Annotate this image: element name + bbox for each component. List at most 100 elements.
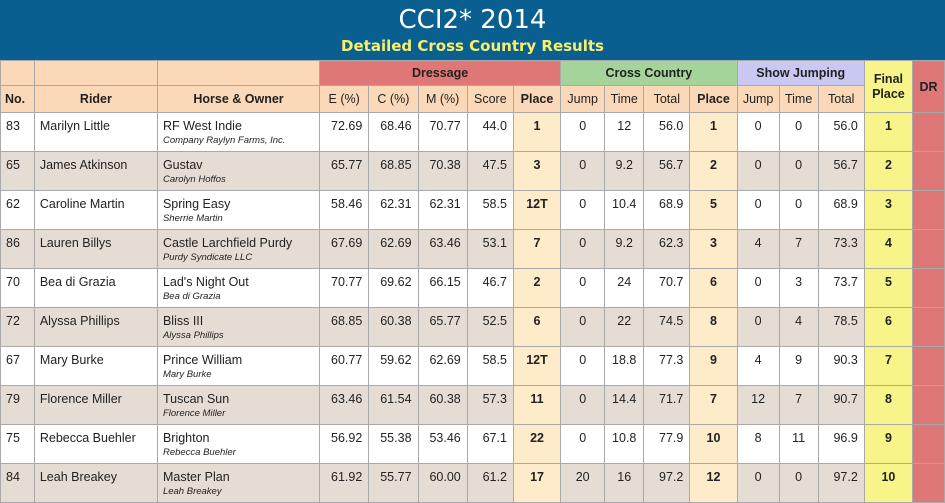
cell-xc-time: 9.2 [604,151,645,191]
owner-name: Bea di Grazia [162,291,221,302]
cell-dr [912,385,945,425]
cell-xc-time: 10.4 [604,190,645,230]
cell-final-place: 7 [863,346,914,386]
horse-name: Brighton [162,431,210,445]
cell-dressage-score: 53.1 [466,229,514,269]
col-header-m: M (%) [417,85,468,113]
col-header-e: E (%) [319,85,370,113]
cell-sj-jump: 0 [736,112,780,152]
page-banner: CCI2* 2014 Detailed Cross Country Result… [0,0,945,60]
cell-c-percent: 59.62 [368,346,419,386]
cell-dressage-score: 47.5 [466,151,514,191]
cell-dr [912,151,945,191]
header-spacer [0,60,35,86]
cell-xc-jump: 20 [560,463,606,503]
cell-xc-total: 62.3 [643,229,691,269]
table-row: 79 Florence Miller Tuscan Sun Florence Mill… [0,385,945,425]
cell-e-percent: 72.69 [319,112,370,152]
cell-m-percent: 70.38 [417,151,468,191]
cell-xc-jump: 0 [560,268,606,308]
table-row: 65 James Atkinson Gustav Carolyn Hoffos 65.7… [0,151,945,191]
final-place-header: Final Place [863,60,914,113]
cell-horse-owner: RF West Indie Company Raylyn Farms, Inc. [156,112,321,152]
cell-xc-place: 6 [689,268,738,308]
cell-dressage-score: 58.5 [466,346,514,386]
cell-no: 86 [0,229,35,269]
cell-c-percent: 60.38 [368,307,419,347]
cell-sj-total: 96.9 [817,424,865,464]
cell-final-place: 6 [863,307,914,347]
cell-sj-total: 73.7 [817,268,865,308]
horse-name: RF West Indie [162,119,242,133]
cell-horse-owner: Bliss III Alyssa Phillips [156,307,321,347]
owner-name: Leah Breakey [162,486,222,497]
cell-dressage-place: 2 [512,268,562,308]
table-row: 70 Bea di Grazia Lad's Night Out Bea di Gra… [0,268,945,308]
cell-m-percent: 60.00 [417,463,468,503]
cell-xc-jump: 0 [560,385,606,425]
cell-rider: Leah Breakey [33,463,158,503]
cell-xc-total: 74.5 [643,307,691,347]
page-title: CCI2* 2014 [398,5,547,35]
cell-sj-time: 3 [778,268,819,308]
owner-name: Sherrie Martin [162,213,223,224]
cell-xc-total: 68.9 [643,190,691,230]
owner-name: Florence Miller [162,408,226,419]
cell-e-percent: 65.77 [319,151,370,191]
col-header-sj-time: Time [778,85,819,113]
cell-xc-jump: 0 [560,151,606,191]
horse-name: Bliss III [162,314,204,328]
cell-dressage-place: 7 [512,229,562,269]
cell-xc-total: 70.7 [643,268,691,308]
cell-horse-owner: Brighton Rebecca Buehler [156,424,321,464]
final-place-header-line2: Place [872,86,905,101]
cell-sj-jump: 8 [736,424,780,464]
cell-horse-owner: Prince William Mary Burke [156,346,321,386]
cell-m-percent: 62.31 [417,190,468,230]
col-header-xc-jump: Jump [560,85,606,113]
cell-horse-owner: Castle Larchfield Purdy Purdy Syndicate L… [156,229,321,269]
cell-e-percent: 67.69 [319,229,370,269]
cell-rider: James Atkinson [33,151,158,191]
cell-dr [912,346,945,386]
cell-sj-total: 56.7 [817,151,865,191]
cell-sj-total: 68.9 [817,190,865,230]
cell-no: 67 [0,346,35,386]
cell-final-place: 8 [863,385,914,425]
cell-sj-jump: 4 [736,346,780,386]
cell-dressage-score: 46.7 [466,268,514,308]
cell-e-percent: 70.77 [319,268,370,308]
cell-horse-owner: Master Plan Leah Breakey [156,463,321,503]
cell-no: 75 [0,424,35,464]
cell-xc-jump: 0 [560,346,606,386]
cell-xc-total: 77.9 [643,424,691,464]
cell-xc-total: 97.2 [643,463,691,503]
table-row: 67 Mary Burke Prince William Mary Burke 60.7… [0,346,945,386]
cell-xc-place: 5 [689,190,738,230]
cell-sj-jump: 12 [736,385,780,425]
cell-xc-time: 22 [604,307,645,347]
cell-c-percent: 62.31 [368,190,419,230]
header-spacer [156,60,321,86]
cell-sj-time: 0 [778,463,819,503]
cell-dr [912,229,945,269]
cell-m-percent: 66.15 [417,268,468,308]
cell-dr [912,112,945,152]
cell-sj-jump: 0 [736,151,780,191]
cell-xc-place: 1 [689,112,738,152]
horse-name: Prince William [162,353,243,367]
cell-xc-jump: 0 [560,190,606,230]
col-header-dressage-place: Place [512,85,562,113]
owner-name: Purdy Syndicate LLC [162,252,253,263]
cell-xc-place: 2 [689,151,738,191]
cell-e-percent: 63.46 [319,385,370,425]
cell-dressage-place: 3 [512,151,562,191]
cell-rider: Mary Burke [33,346,158,386]
cell-e-percent: 56.92 [319,424,370,464]
table-row: 75 Rebecca Buehler Brighton Rebecca Buehler… [0,424,945,464]
cell-sj-time: 7 [778,385,819,425]
cell-sj-jump: 0 [736,463,780,503]
cross-country-group-header: Cross Country [560,60,738,86]
cell-c-percent: 55.77 [368,463,419,503]
owner-name: Carolyn Hoffos [162,174,226,185]
